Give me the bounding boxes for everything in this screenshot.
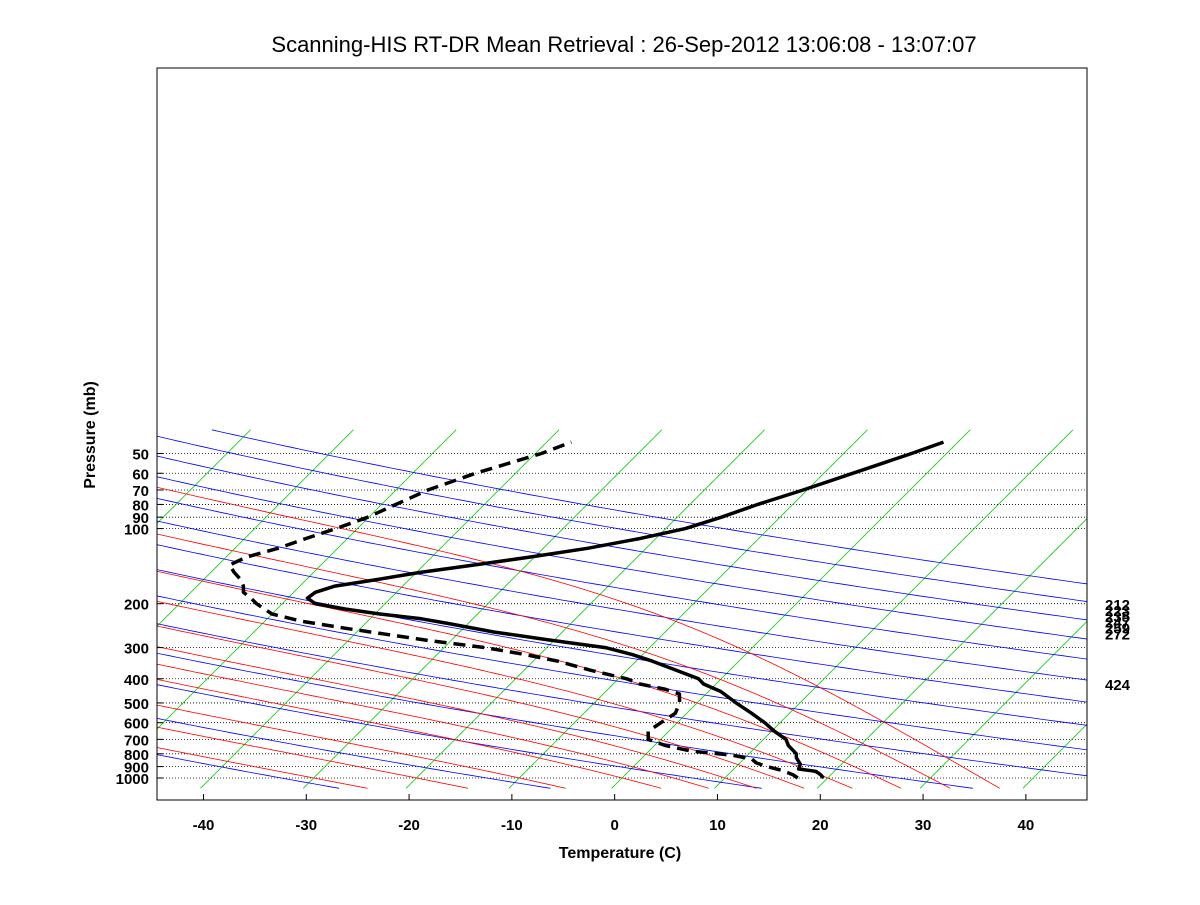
- y-tick-label: 800: [124, 747, 149, 764]
- y-tick-label: 300: [124, 641, 149, 658]
- dry-adiabat-line: [157, 476, 1087, 640]
- x-tick-label: -30: [295, 817, 317, 834]
- isotherm-line: [611, 429, 971, 789]
- temperature-line: [305, 440, 945, 780]
- y-tick-label: 1000: [116, 771, 149, 788]
- isotherm-line: [1126, 430, 1200, 789]
- moist-adiabat-line: [157, 663, 709, 789]
- dry-adiabat-line: [157, 569, 1087, 726]
- isotherm-line: [157, 429, 354, 627]
- isotherm-line: [0, 430, 45, 789]
- chart-title: Scanning-HIS RT-DR Mean Retrieval : 26-S…: [271, 32, 976, 57]
- y-tick-label: 900: [124, 760, 149, 777]
- y-tick-label: 600: [124, 716, 149, 733]
- right-annotation-label: 223: [1105, 603, 1130, 620]
- x-tick-label: -40: [193, 817, 215, 834]
- dry-adiabat-line: [157, 520, 1087, 681]
- x-tick-label: 20: [812, 817, 829, 834]
- dry-adiabat-line: [157, 435, 1087, 602]
- dry-adiabat-line: [157, 754, 340, 789]
- isotherm-line: [508, 429, 868, 789]
- moist-adiabat-line: [157, 533, 951, 789]
- dry-adiabat-line: [157, 595, 1087, 751]
- x-tick-label: 10: [709, 817, 726, 834]
- y-tick-label: 700: [124, 732, 149, 749]
- y-tick-label: 60: [132, 466, 149, 483]
- right-annotation-label: 212: [1105, 597, 1130, 614]
- dry-adiabat-line: [157, 497, 1087, 660]
- x-axis-label: Temperature (C): [559, 845, 681, 862]
- isotherm-line: [157, 429, 251, 524]
- isotherm-line: [1022, 723, 1087, 789]
- dry-adiabat-line: [0, 430, 128, 789]
- isotherm-line: [817, 518, 1087, 789]
- dry-adiabat-line: [157, 544, 1087, 703]
- x-tick-label: 40: [1018, 817, 1035, 834]
- dry-adiabat-line: [157, 623, 1087, 777]
- isotherm-line: [200, 429, 560, 789]
- moist-adiabat-line: [157, 678, 662, 789]
- axis-ticks: 5060708090100200300400500600700800900100…: [116, 447, 1035, 834]
- moist-adiabat-line: [157, 625, 805, 789]
- dewpoint-line: [227, 440, 799, 780]
- moist-adiabat-line: [157, 570, 902, 789]
- right-annotation-label: 235: [1105, 609, 1130, 626]
- y-tick-label: 500: [124, 696, 149, 713]
- isotherm-line: [714, 429, 1074, 789]
- isotherm-line: [157, 429, 457, 730]
- moist-adiabat-line: [157, 747, 368, 789]
- y-tick-label: 70: [132, 483, 149, 500]
- right-annotation-label: 259: [1105, 620, 1130, 637]
- right-annotation-label: 272: [1105, 626, 1130, 643]
- x-tick-label: -20: [398, 817, 420, 834]
- sounding-series: [227, 440, 945, 780]
- y-tick-label: 200: [124, 597, 149, 614]
- y-tick-label: 100: [124, 522, 149, 539]
- y-tick-label: 50: [132, 447, 149, 464]
- right-annotation-label: 424: [1105, 677, 1131, 694]
- right-annotation-label: 247: [1105, 615, 1130, 632]
- dry-adiabat-line: [211, 429, 1087, 585]
- dry-adiabat-line: [157, 717, 551, 789]
- background-lines: [0, 429, 1200, 789]
- isotherm-line: [405, 429, 765, 789]
- dry-adiabat-line: [157, 455, 1087, 621]
- y-tick-label: 80: [132, 497, 149, 514]
- moist-adiabat-line: [157, 726, 469, 789]
- dry-adiabat-line: [157, 684, 762, 789]
- x-tick-label: -10: [501, 817, 523, 834]
- isotherm-line: [919, 620, 1087, 789]
- y-tick-label: 90: [132, 510, 149, 527]
- plot-frame: [156, 67, 1088, 801]
- dry-adiabat-line: [157, 652, 973, 789]
- moist-adiabat-line: [157, 486, 1000, 789]
- y-tick-label: 400: [124, 672, 149, 689]
- pressure-gridlines: [157, 453, 1087, 779]
- x-tick-label: 0: [610, 817, 618, 834]
- y-axis-label: Pressure (mb): [82, 381, 99, 489]
- moist-adiabat-line: [157, 646, 757, 789]
- x-tick-label: 30: [915, 817, 932, 834]
- moist-adiabat-line: [157, 704, 566, 789]
